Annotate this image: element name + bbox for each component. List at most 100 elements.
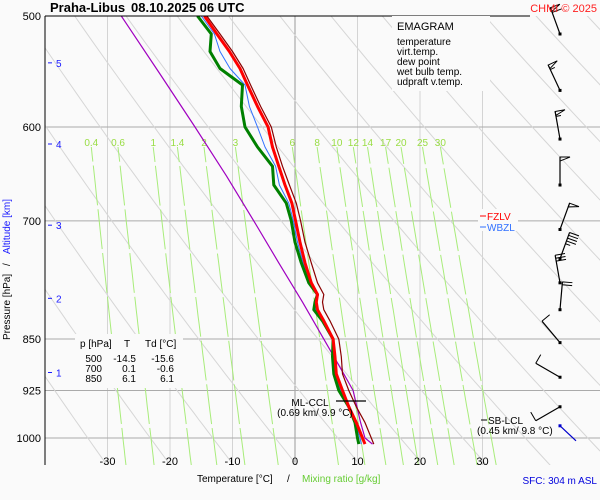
- dry-adiabat: [330, 16, 600, 323]
- sb-lcl-annotation: SB-LCL (0.45 km/ 9.8 °C): [477, 416, 553, 437]
- legend-item-temperature: temperature: [397, 37, 451, 48]
- surface-wind-staff: [559, 425, 577, 442]
- table-header-td: Td [°C]: [145, 339, 176, 350]
- mixing-ratio-line: [291, 146, 339, 465]
- legend: EMAGRAM temperature virt.temp. dew point…: [392, 16, 490, 91]
- legend-title: EMAGRAM: [397, 21, 454, 33]
- wind-barb-pennant: [567, 202, 580, 208]
- mixing-ratio-line: [439, 146, 497, 465]
- table-cell-td: -15.6: [151, 354, 174, 365]
- dry-adiabat: [45, 46, 361, 465]
- wind-barb: [547, 60, 562, 92]
- wind-barb-staff: [535, 406, 561, 422]
- dry-adiabat: [45, 204, 235, 465]
- wind-barb-station: [558, 137, 562, 141]
- wind-barb-feather: [541, 314, 550, 322]
- y-axis-title: Pressure [hPa] / Altitude [km]: [2, 199, 13, 340]
- table-header-t: T: [124, 339, 130, 350]
- ml-ccl-label: ML-CCL: [291, 398, 329, 409]
- table-row: 850 6.1 6.1: [85, 374, 174, 385]
- temperature-tick-label: -30: [100, 456, 116, 468]
- wind-barb-feather: [551, 8, 562, 13]
- series-wet-bulb-temp: [200, 16, 362, 445]
- surface-wind-barb: [558, 424, 577, 442]
- mixing-ratio-label: 0.4: [84, 138, 98, 149]
- table-cell-td: -0.6: [157, 364, 175, 375]
- wind-barb-feather: [566, 240, 577, 245]
- temperature-tick-label: -10: [225, 456, 241, 468]
- mixing-ratio-label: 25: [417, 138, 429, 149]
- mixing-ratio-line: [152, 146, 192, 465]
- mixing-ratio-label: 10: [331, 138, 343, 149]
- mixing-ratio-lines: 0.4 0.6 1 1.4 2 3 6 8 10 12 14 17 20 25 30: [84, 138, 497, 465]
- dry-adiabat: [45, 124, 298, 465]
- legend-item-updraft: udpraft v.temp.: [397, 77, 463, 88]
- x-axis-title-separator: /: [287, 474, 290, 485]
- altitude-tick-label: 2: [56, 294, 62, 305]
- wind-barb-station: [558, 308, 562, 312]
- dry-adiabat: [45, 288, 171, 465]
- mixing-ratio-label: 17: [380, 138, 392, 149]
- y-axis-title-pressure: Pressure [hPa]: [2, 274, 13, 340]
- wind-barb-station: [558, 375, 562, 379]
- x-axis-title-mixing-ratio: Mixing ratio [g/kg]: [302, 474, 381, 485]
- mixing-ratio-line: [385, 146, 439, 465]
- dry-adiabats: [45, 16, 600, 465]
- wind-barb-station: [558, 183, 562, 187]
- legend-item-wet-bulb: wet bulb temp.: [396, 67, 462, 78]
- mixing-ratio-label: 8: [314, 138, 320, 149]
- table-cell-t: 6.1: [122, 374, 136, 385]
- table-cell-p: 500: [85, 354, 102, 365]
- wind-barb-staff: [559, 281, 564, 310]
- mixing-ratio-line: [336, 146, 387, 465]
- temperature-tick-label: 30: [476, 456, 488, 468]
- mixing-ratio-line: [234, 146, 279, 465]
- wbzl-label: WBZL: [487, 223, 515, 234]
- table-header-p: p [hPa]: [80, 339, 112, 350]
- wind-barb-feather: [535, 354, 542, 364]
- mixing-ratio-label: 2: [201, 138, 207, 149]
- altitude-tick-label: 1: [56, 369, 62, 380]
- wind-barb-feather: [567, 237, 578, 242]
- wind-barb-pennant: [559, 156, 571, 162]
- mixing-ratio-label: 14: [362, 138, 374, 149]
- wind-barb-feather: [555, 253, 566, 256]
- table-cell-p: 850: [85, 374, 102, 385]
- altitude-tick-label: 5: [56, 59, 62, 70]
- wind-barb-station: [558, 32, 562, 36]
- fzlv-label: FZLV: [487, 212, 511, 223]
- mixing-ratio-label: 0.6: [111, 138, 125, 149]
- legend-background: [392, 16, 490, 91]
- wind-barb-feather: [569, 232, 580, 237]
- series-udpraft-v-temp: [120, 16, 373, 445]
- temperature-tick-label: 10: [351, 456, 363, 468]
- wind-barb-half-feather: [565, 243, 571, 246]
- mixing-ratio-label: 30: [435, 138, 447, 149]
- wind-barb-staff: [535, 362, 561, 378]
- wind-barb-feather: [556, 258, 567, 262]
- mixing-ratio-label: 1.4: [170, 138, 184, 149]
- wind-barb-half-feather: [555, 115, 562, 117]
- table-row: 700 0.1 -0.6: [85, 364, 174, 375]
- freezing-level-background: [478, 209, 518, 231]
- wind-barb-station: [558, 341, 562, 345]
- dry-adiabat: [125, 16, 488, 465]
- wind-barb: [530, 405, 562, 422]
- mixing-ratio-line: [117, 146, 155, 465]
- dry-adiabat: [432, 16, 600, 201]
- pressure-tick-label: 850: [23, 334, 41, 346]
- mixing-ratio-line: [400, 146, 455, 465]
- wind-barb-station: [558, 257, 562, 261]
- wind-barb: [535, 354, 562, 379]
- wind-barb: [554, 109, 566, 141]
- wind-barb-feather: [562, 284, 573, 287]
- table-cell-t: 0.1: [122, 364, 136, 375]
- dry-adiabat: [227, 16, 600, 452]
- sb-lcl-detail: (0.45 km/ 9.8 °C): [477, 426, 553, 437]
- sounding-series: [120, 16, 375, 445]
- freezing-level-markers: FZLV WBZL: [478, 209, 518, 234]
- pressure-tick-label: 600: [23, 122, 41, 134]
- wind-barb: [558, 156, 571, 187]
